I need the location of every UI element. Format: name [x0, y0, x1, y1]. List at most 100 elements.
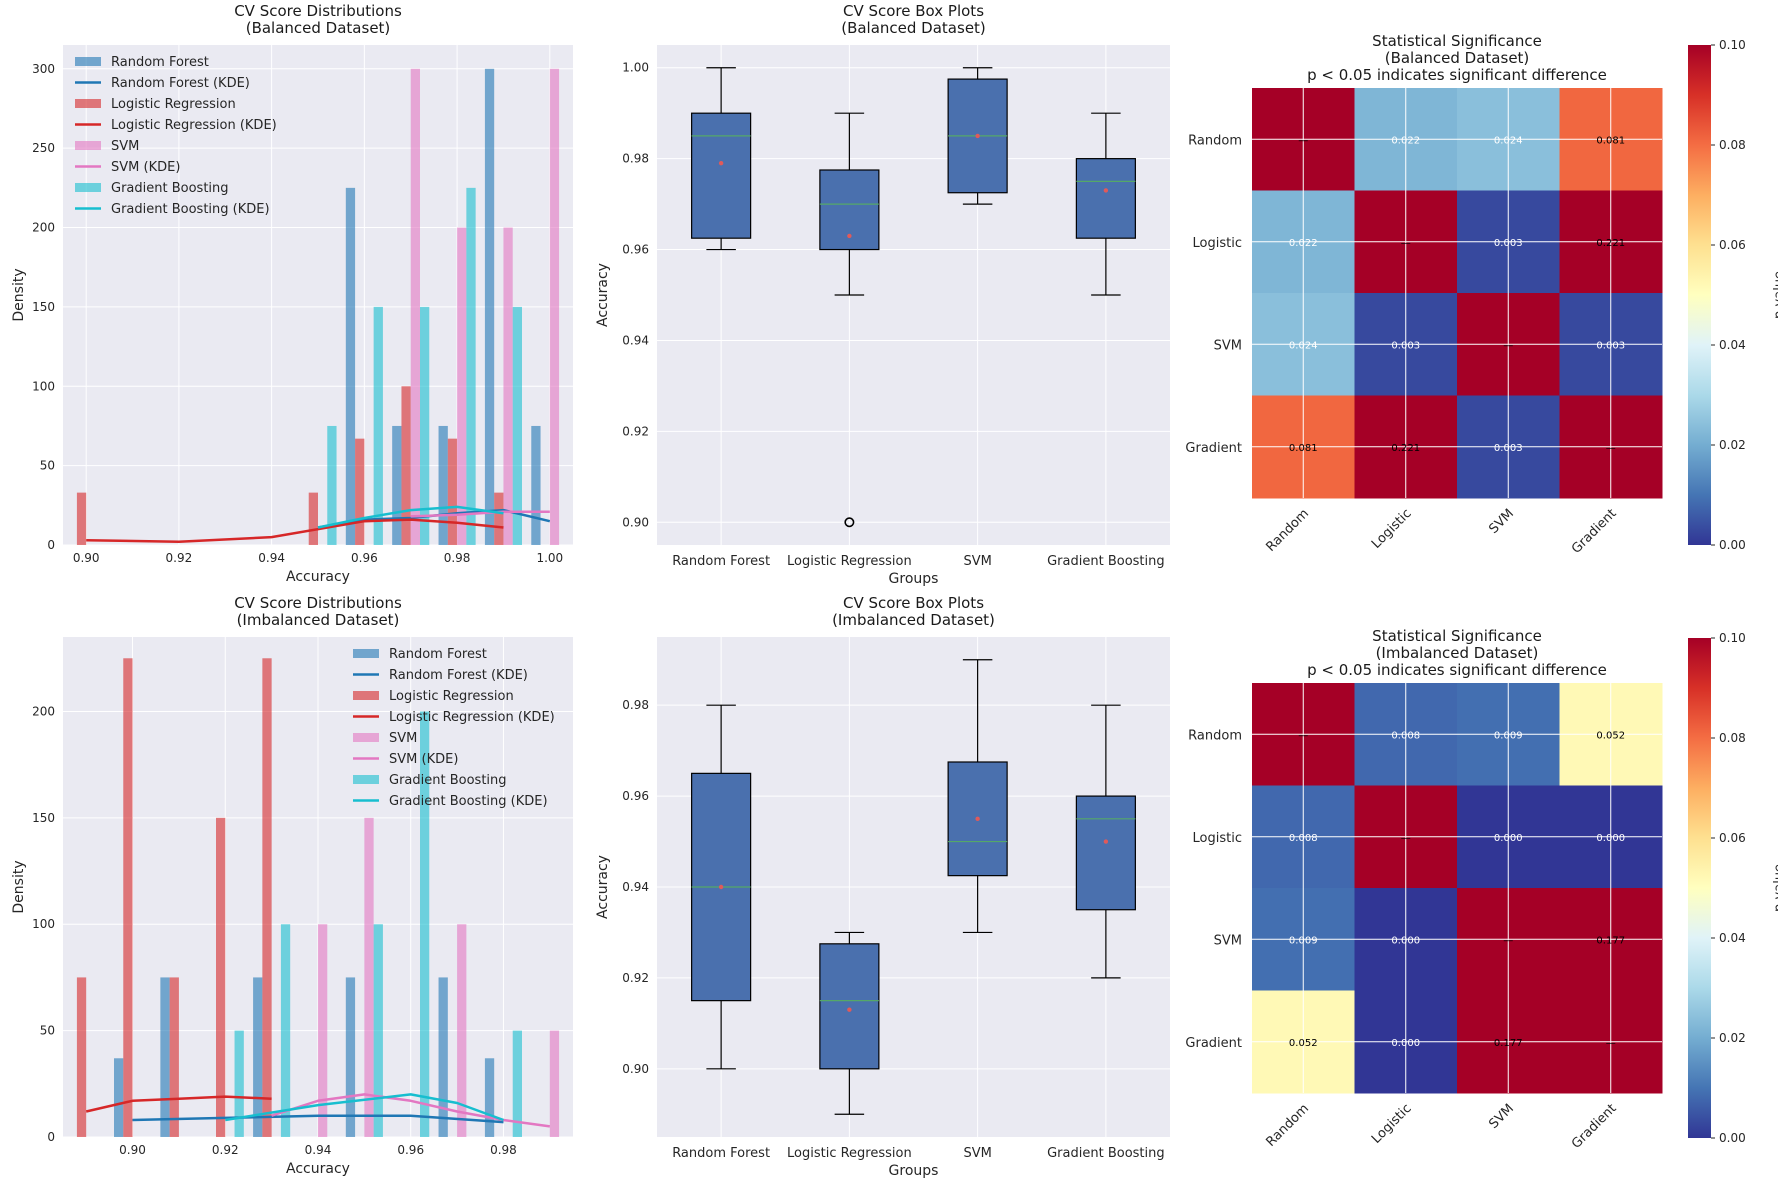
- hist-bar: [512, 306, 522, 545]
- colorbar-label: p-value: [1772, 864, 1778, 912]
- y-tick-label: Gradient: [1185, 441, 1242, 456]
- legend-label: Gradient Boosting: [111, 181, 229, 196]
- x-tick-label: Random Forest: [672, 554, 770, 569]
- hist-bar: [512, 1030, 522, 1137]
- x-axis-label: Groups: [889, 571, 939, 587]
- hist-bar: [410, 68, 420, 546]
- y-tick-label: 150: [32, 811, 55, 825]
- cell-value-label: 0.177: [1596, 935, 1625, 946]
- hist-bar: [76, 492, 87, 545]
- y-tick-label: 150: [32, 300, 55, 314]
- x-tick-label: Gradient Boosting: [1047, 1146, 1165, 1161]
- hist-bar: [253, 977, 263, 1137]
- legend-swatch-bar: [353, 733, 379, 742]
- legend-swatch-bar: [75, 57, 101, 66]
- x-tick-label: 0.96: [351, 551, 378, 565]
- hist-bar: [327, 425, 337, 545]
- hist-bar: [234, 1030, 244, 1137]
- hist-bar: [503, 227, 513, 546]
- legend-label: Logistic Regression (KDE): [111, 118, 277, 133]
- x-tick-label: 0.94: [258, 551, 285, 565]
- y-tick-label: Random: [1188, 133, 1242, 148]
- mean-marker: [847, 233, 852, 239]
- hist-bar: [420, 306, 430, 545]
- legend-swatch-bar: [75, 141, 101, 150]
- colorbar-tick-label: 0.00: [1719, 1131, 1746, 1145]
- colorbar-tick-label: 0.06: [1719, 831, 1746, 845]
- colorbar-tick-label: 0.08: [1719, 138, 1746, 152]
- box-plot-chart-4: 0.90 0.92 0.94 0.96 0.98 Random Forest Logisti…: [595, 594, 1170, 1179]
- chart-title-line: (Balanced Dataset): [246, 19, 391, 37]
- outlier-point: [844, 517, 855, 528]
- cell-value-label: 0.008: [1289, 833, 1318, 844]
- colorbar-tick-label: 0.10: [1719, 38, 1746, 52]
- legend-label: Gradient Boosting (KDE): [111, 202, 270, 217]
- x-tick-label: Logistic Regression: [787, 554, 912, 569]
- y-tick-label: 0.98: [622, 698, 649, 712]
- box: [1075, 158, 1136, 239]
- colorbar-tick-label: 0.06: [1719, 238, 1746, 252]
- colorbar-2: 0.00 0.02 0.04 0.06 0.08 0.10 p-value: [1688, 38, 1778, 552]
- legend-label: Gradient Boosting (KDE): [389, 794, 548, 809]
- colorbar-tick-label: 0.00: [1719, 538, 1746, 552]
- colorbar-tick-label: 0.02: [1719, 438, 1746, 452]
- y-axis-label: Density: [11, 268, 27, 321]
- cell-value-label: 0.009: [1494, 730, 1523, 741]
- x-tick-label: Logistic: [1369, 1101, 1415, 1147]
- y-tick-label: Logistic: [1193, 236, 1242, 251]
- legend-label: SVM (KDE): [111, 160, 180, 175]
- chart-title-line: CV Score Box Plots: [843, 594, 984, 612]
- chart-title-line: CV Score Distributions: [234, 594, 402, 612]
- legend-swatch-bar: [353, 775, 379, 784]
- cell-value-label: —: [1298, 730, 1308, 741]
- cell-value-label: 0.081: [1596, 135, 1625, 146]
- cell-value-label: —: [1401, 833, 1411, 844]
- cell-value-label: 0.003: [1494, 238, 1523, 249]
- mean-marker: [718, 160, 724, 166]
- colorbar-tick-label: 0.04: [1719, 338, 1746, 352]
- hist-bar: [345, 187, 356, 545]
- x-axis-label: Accuracy: [286, 1161, 350, 1177]
- y-tick-label: SVM: [1214, 338, 1242, 353]
- cell-value-label: 0.003: [1494, 443, 1523, 454]
- x-tick-label: 0.98: [490, 1143, 517, 1157]
- hist-bar: [364, 817, 374, 1137]
- y-tick-label: SVM: [1214, 933, 1242, 948]
- mean-marker: [975, 816, 980, 822]
- hist-bar: [76, 977, 87, 1137]
- colorbar-tick-label: 0.04: [1719, 931, 1746, 945]
- hist-bar: [494, 492, 504, 545]
- mean-marker: [718, 884, 724, 890]
- x-tick-label: 0.96: [397, 1143, 424, 1157]
- legend-swatch-bar: [353, 691, 379, 700]
- cell-value-label: 0.000: [1391, 1038, 1420, 1049]
- hist-bar: [373, 306, 383, 545]
- hist-bar: [549, 1030, 560, 1137]
- x-tick-label: 0.90: [119, 1143, 146, 1157]
- legend-label: SVM: [111, 139, 139, 154]
- mean-marker: [975, 133, 980, 139]
- x-tick-label: Logistic: [1369, 506, 1415, 552]
- cell-value-label: 0.000: [1391, 935, 1420, 946]
- mean-marker: [1103, 188, 1109, 193]
- kde-line: [85, 1095, 272, 1113]
- y-tick-label: 0.96: [622, 789, 649, 803]
- y-tick-label: 0.92: [622, 971, 649, 985]
- hist-bar: [457, 924, 467, 1137]
- chart-title-line: p < 0.05 indicates significant differenc…: [1307, 66, 1607, 84]
- hist-bar: [420, 711, 430, 1137]
- y-tick-label: 250: [32, 141, 55, 155]
- hist-bar: [373, 924, 383, 1137]
- kde-line: [86, 518, 504, 544]
- legend-label: Gradient Boosting: [389, 773, 507, 788]
- box: [691, 112, 752, 239]
- hist-bar: [447, 438, 458, 545]
- cell-value-label: 0.008: [1391, 730, 1420, 741]
- cell-value-label: 0.221: [1391, 443, 1420, 454]
- hist-bar: [114, 1058, 124, 1137]
- legend-label: Logistic Regression (KDE): [389, 710, 555, 725]
- x-tick-label: Gradient: [1569, 1101, 1620, 1152]
- box: [1075, 795, 1136, 911]
- cell-value-label: 0.003: [1596, 340, 1625, 351]
- y-axis-label: Accuracy: [595, 855, 611, 919]
